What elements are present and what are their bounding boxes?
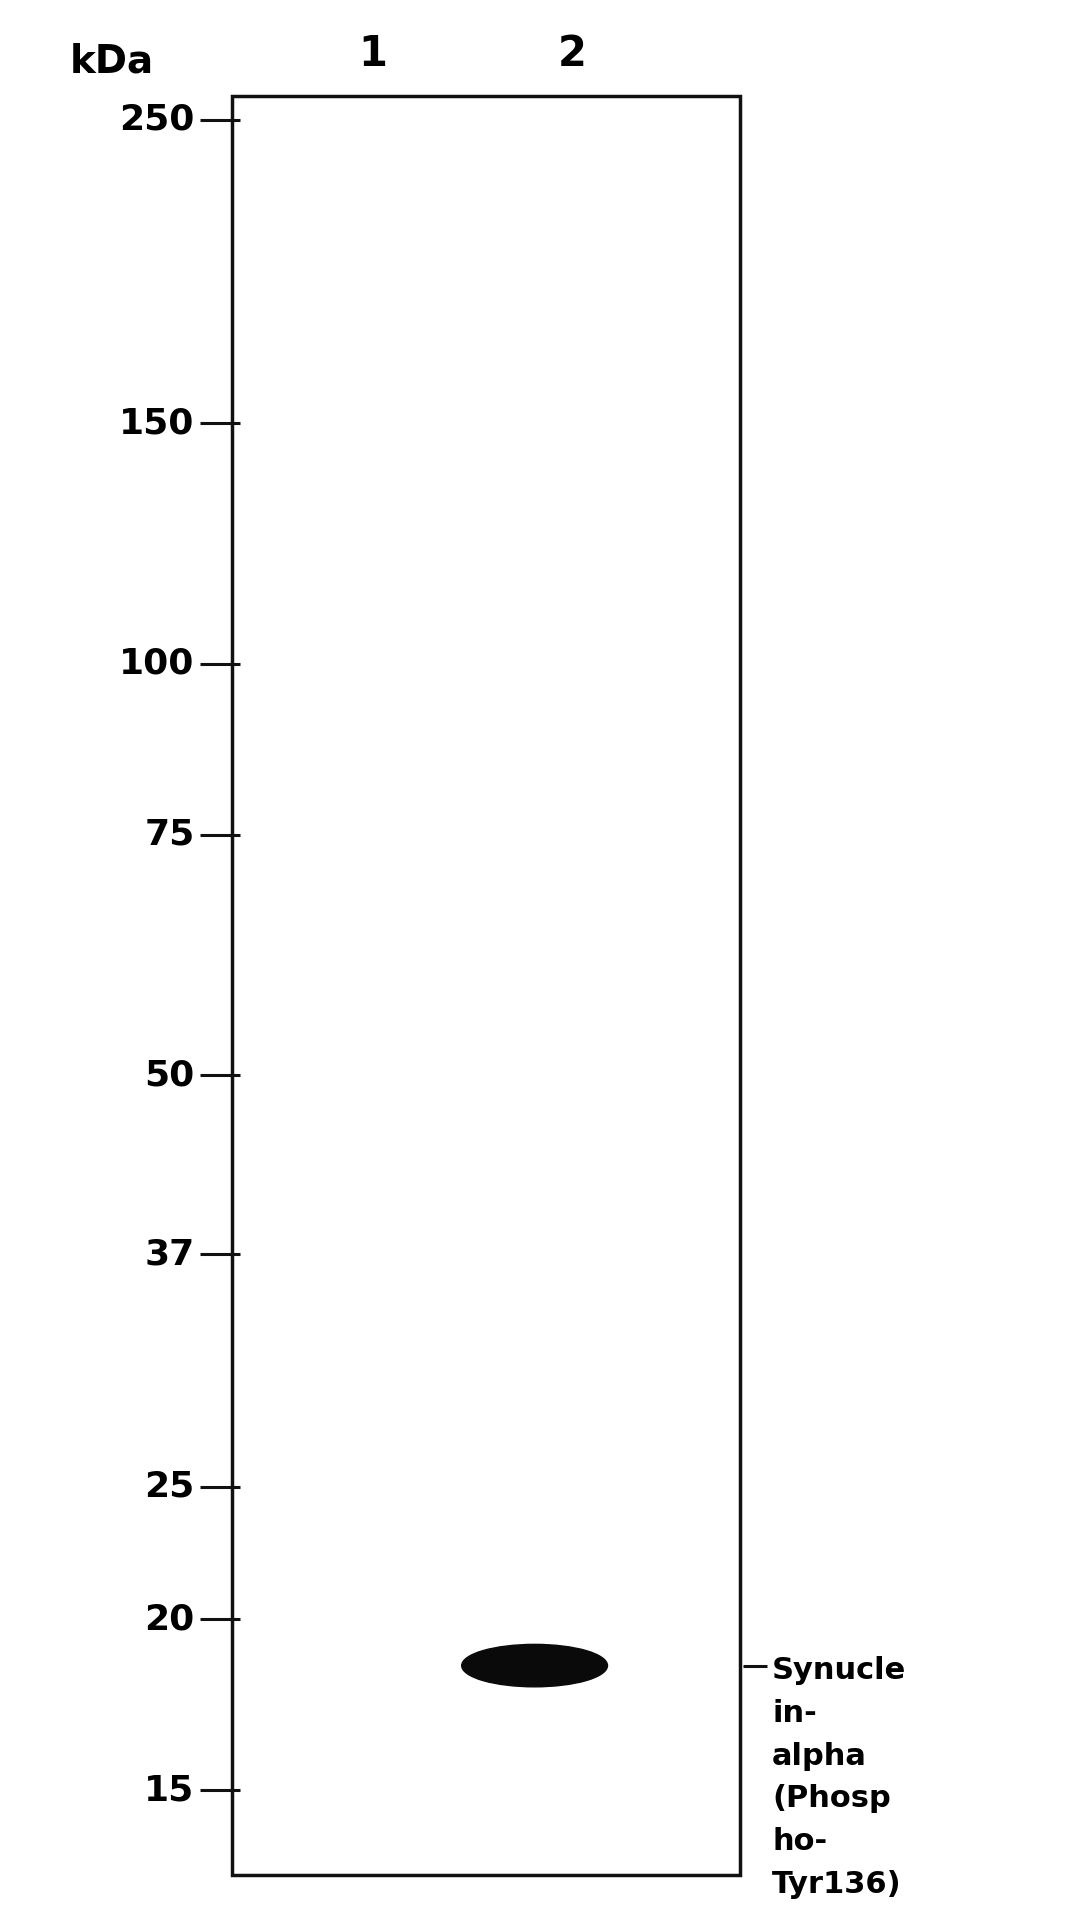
Ellipse shape xyxy=(462,1644,607,1686)
Text: 25: 25 xyxy=(144,1470,194,1505)
Bar xyxy=(232,96,740,1875)
Text: Synucle
in-
alpha
(Phosp
ho-
Tyr136): Synucle in- alpha (Phosp ho- Tyr136) xyxy=(772,1655,906,1898)
Text: 250: 250 xyxy=(119,102,194,137)
Text: 50: 50 xyxy=(144,1059,194,1092)
Text: 37: 37 xyxy=(144,1236,194,1271)
Text: 20: 20 xyxy=(144,1603,194,1636)
Text: 1: 1 xyxy=(359,33,387,75)
Text: 100: 100 xyxy=(119,646,194,681)
Text: 150: 150 xyxy=(119,405,194,440)
Text: 75: 75 xyxy=(144,818,194,851)
Text: 2: 2 xyxy=(558,33,586,75)
Text: kDa: kDa xyxy=(70,42,154,81)
Text: 15: 15 xyxy=(144,1773,194,1807)
